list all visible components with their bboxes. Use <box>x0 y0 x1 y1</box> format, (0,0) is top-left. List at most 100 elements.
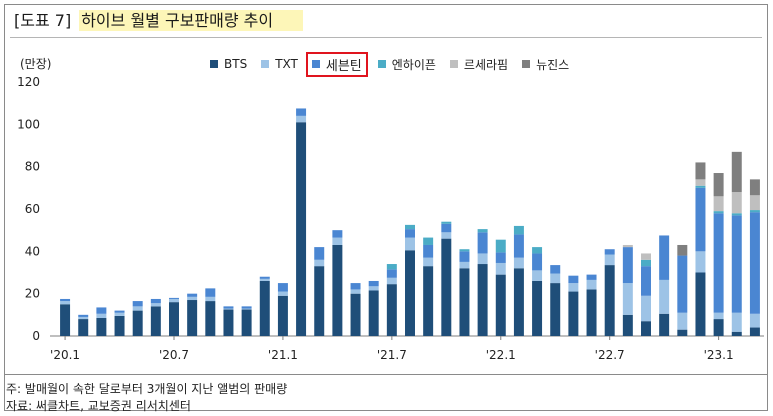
stacked-bar-chart: 0 20 40 60 80 100 120 '20.1 '20.7 '21.1 '21.7 '22.1… <box>17 75 764 362</box>
bar-segment <box>350 293 361 336</box>
bar-segment <box>713 196 724 212</box>
legend-swatch <box>311 60 320 68</box>
bar-segment <box>477 253 488 265</box>
bar-segment <box>659 279 670 314</box>
legend-item-2: 세븐틴 <box>305 51 368 77</box>
bar-segment <box>677 255 688 313</box>
bar-segment <box>513 225 524 235</box>
legend-label: 르세라핌 <box>463 57 509 72</box>
bar-segment <box>368 286 379 291</box>
bar-segment <box>169 297 179 299</box>
bar-segment <box>187 300 198 336</box>
bar-segment <box>60 298 71 302</box>
bar-segment <box>60 301 71 305</box>
bar-segment <box>731 312 742 332</box>
figure-frame <box>4 4 768 411</box>
bar-segment <box>731 213 742 216</box>
legend-swatch <box>377 60 386 68</box>
bar-segment <box>749 210 760 213</box>
bar-segment <box>459 268 470 336</box>
title-divider <box>10 37 762 38</box>
bar-segment <box>532 280 543 336</box>
figure-title-text: 하이브 월별 구보판매량 추이 <box>79 10 304 31</box>
bar-segment <box>114 315 125 336</box>
bar-segment <box>169 298 179 303</box>
bar-segment <box>223 309 234 336</box>
x-tick-label: '20.1 <box>50 348 80 362</box>
legend-swatch <box>261 60 270 68</box>
legend-label: 뉴진스 <box>536 57 570 72</box>
bar-segment <box>405 250 415 336</box>
bar-segment <box>187 296 198 301</box>
bar-segment <box>314 247 325 260</box>
bar-segment <box>96 307 107 314</box>
y-axis-unit: (만장) <box>20 57 52 71</box>
bar-segment <box>441 232 452 239</box>
bar-segment <box>441 223 452 233</box>
legend-label: BTS <box>224 57 248 71</box>
bar-segment <box>114 310 125 313</box>
bar-segment <box>423 244 434 258</box>
y-tick-label: 80 <box>25 160 40 174</box>
bar-segment <box>604 249 615 255</box>
bar-segment <box>205 288 216 297</box>
bar-segment <box>314 266 325 336</box>
bar-segment <box>713 319 724 336</box>
bar-segment <box>314 259 325 267</box>
legend-swatch <box>449 60 458 68</box>
legend-item-1: TXT <box>261 57 298 71</box>
bar-segment <box>205 301 216 336</box>
bar-segment <box>622 247 633 284</box>
bar-segment <box>332 230 343 238</box>
x-tick-label: '20.7 <box>159 348 189 362</box>
bar-segment <box>423 257 434 267</box>
bar-segment <box>695 251 706 273</box>
bar-segment <box>513 234 524 258</box>
bar-segment <box>241 309 252 336</box>
legend-swatch <box>210 60 218 68</box>
bar-segment <box>568 291 579 336</box>
bar-segment <box>568 283 579 292</box>
bar-segment <box>459 251 470 262</box>
bar-segment <box>259 276 270 279</box>
bar-segment <box>495 262 506 275</box>
bar-segment <box>586 274 597 280</box>
bar-segment <box>622 314 633 336</box>
bar-segment <box>78 314 89 317</box>
bar-segment <box>350 289 361 294</box>
legend-label: 세븐틴 <box>325 58 362 74</box>
bar-segment <box>477 229 488 233</box>
x-tick-label: '21.7 <box>377 348 407 362</box>
chart-legend: BTS TXT 세븐틴 엔하이픈 르세라핌 뉴진스 <box>210 51 583 77</box>
bar-segment <box>731 192 742 214</box>
bar-segment <box>386 269 397 278</box>
bar-segment <box>96 313 107 318</box>
bar-segment <box>259 280 270 336</box>
bar-segment <box>205 296 216 302</box>
bar-segment <box>550 283 561 336</box>
y-tick-label: 0 <box>32 329 40 343</box>
footnote-divider <box>4 374 768 375</box>
legend-label: 엔하이픈 <box>391 57 436 72</box>
bar-segment <box>659 313 670 336</box>
bar-segment <box>150 306 161 336</box>
bar-segment <box>223 308 234 310</box>
bar-segment <box>386 277 397 285</box>
y-tick-label: 120 <box>17 75 40 89</box>
bar-segment <box>749 313 760 328</box>
bar-segment <box>332 237 343 245</box>
bar-segment <box>641 295 651 322</box>
legend-label: TXT <box>275 57 298 71</box>
bar-segment <box>695 187 706 252</box>
bar-segment <box>132 301 143 307</box>
bar-segment <box>223 306 234 309</box>
bar-segment <box>296 108 307 116</box>
bar-segment <box>386 284 397 336</box>
bar-segment <box>604 254 615 266</box>
legend-item-3: 엔하이픈 <box>377 56 436 73</box>
legend-item-4: 르세라핌 <box>449 56 509 73</box>
bar-segment <box>695 179 706 186</box>
bar-segment <box>96 318 107 336</box>
bar-segment <box>296 122 307 336</box>
y-tick-label: 100 <box>17 117 40 131</box>
